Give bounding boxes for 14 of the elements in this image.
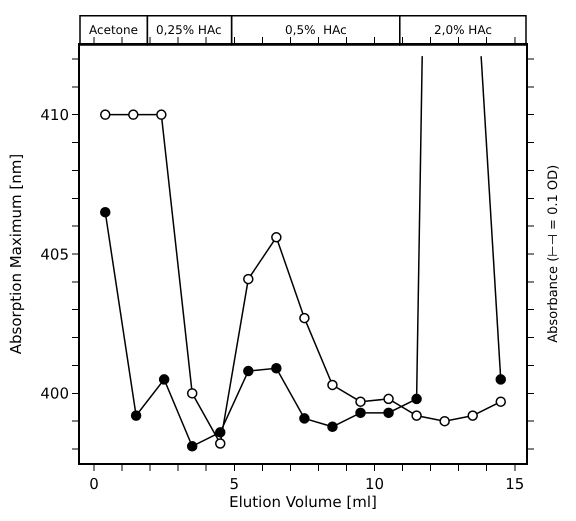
x-axis-title: Elution Volume [ml]	[229, 493, 377, 511]
text: 0,25% HAc	[156, 23, 222, 37]
y2-axis-title: Absorbance (⊢⊣ = 0.1 OD)	[546, 164, 561, 343]
y-tick-label: 400	[40, 384, 69, 403]
x-tick-label: 5	[230, 475, 240, 493]
text: Acetone	[89, 23, 138, 37]
text: 0,5% HAc	[285, 23, 347, 37]
y-axis-title: Absorption Maximum [nm]	[7, 154, 26, 354]
y-tick-label: 405	[40, 245, 69, 264]
x-tick-label: 0	[89, 475, 99, 493]
y-tick-label: 410	[40, 106, 69, 124]
x-tick-label: 10	[364, 475, 384, 493]
text: 2,0% HAc	[434, 23, 492, 37]
x-tick-label: 15	[505, 475, 524, 493]
